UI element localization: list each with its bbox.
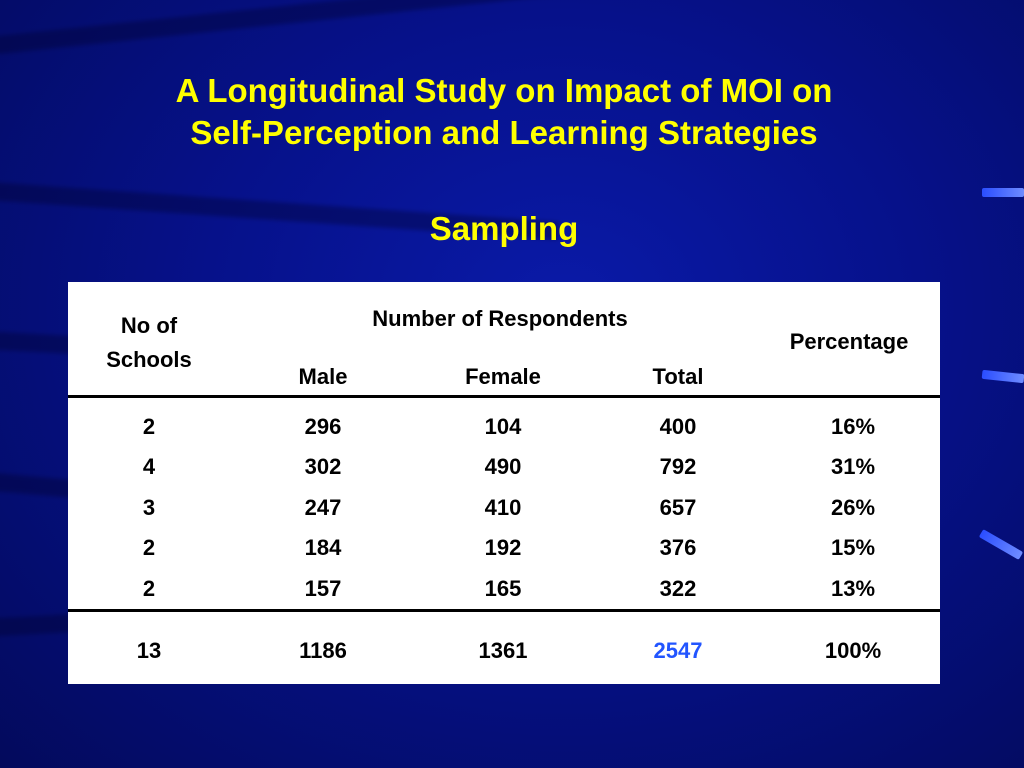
cell-male: 296 [304,414,342,439]
grand-total: 2547 [653,638,703,663]
cell-schools: 2 [142,576,156,601]
cell-female: 104 [484,414,522,439]
cell-total: 792 [659,454,697,479]
decorative-tick [981,369,1024,384]
total-female: 1361 [478,638,528,663]
cell-schools: 4 [142,454,156,479]
cell-percentage: 26% [830,495,876,520]
cell-male: 247 [304,495,342,520]
cell-total: 376 [659,535,697,560]
sampling-table: No of Schools Number of Respondents Male… [68,282,940,684]
header-respondents-group: Number of Respondents [372,306,628,331]
total-male: 1186 [299,638,347,663]
cell-schools: 2 [142,535,156,560]
header-total: Total [652,364,704,389]
background-streak [0,0,658,58]
slide-title-line1: A Longitudinal Study on Impact of MOI on [175,72,833,109]
header-male: Male [298,364,348,389]
header-schools: No of Schools [68,309,230,377]
cell-total: 322 [659,576,697,601]
cell-female: 410 [484,495,522,520]
total-schools: 13 [136,638,162,663]
cell-percentage: 16% [830,414,876,439]
cell-total: 657 [659,495,697,520]
decorative-tick [982,188,1024,197]
cell-male: 184 [304,535,342,560]
decorative-tick [978,529,1024,560]
cell-male: 302 [304,454,342,479]
cell-schools: 3 [142,495,156,520]
cell-percentage: 15% [830,535,876,560]
header-schools-line1: No of [120,313,178,338]
header-divider [68,395,940,398]
cell-percentage: 31% [830,454,876,479]
header-female: Female [465,364,541,389]
cell-schools: 2 [142,414,156,439]
header-percentage: Percentage [789,329,909,354]
header-schools-line2: Schools [106,347,192,372]
slide-title-line2: Self-Perception and Learning Strategies [190,114,818,151]
cell-female: 165 [484,576,522,601]
totals-divider [68,609,940,612]
cell-female: 192 [484,535,522,560]
slide-subtitle: Sampling [429,210,579,247]
cell-total: 400 [659,414,697,439]
cell-male: 157 [304,576,342,601]
total-percentage: 100% [824,638,882,663]
slide-title: A Longitudinal Study on Impact of MOI on… [0,70,1008,154]
cell-female: 490 [484,454,522,479]
cell-percentage: 13% [830,576,876,601]
